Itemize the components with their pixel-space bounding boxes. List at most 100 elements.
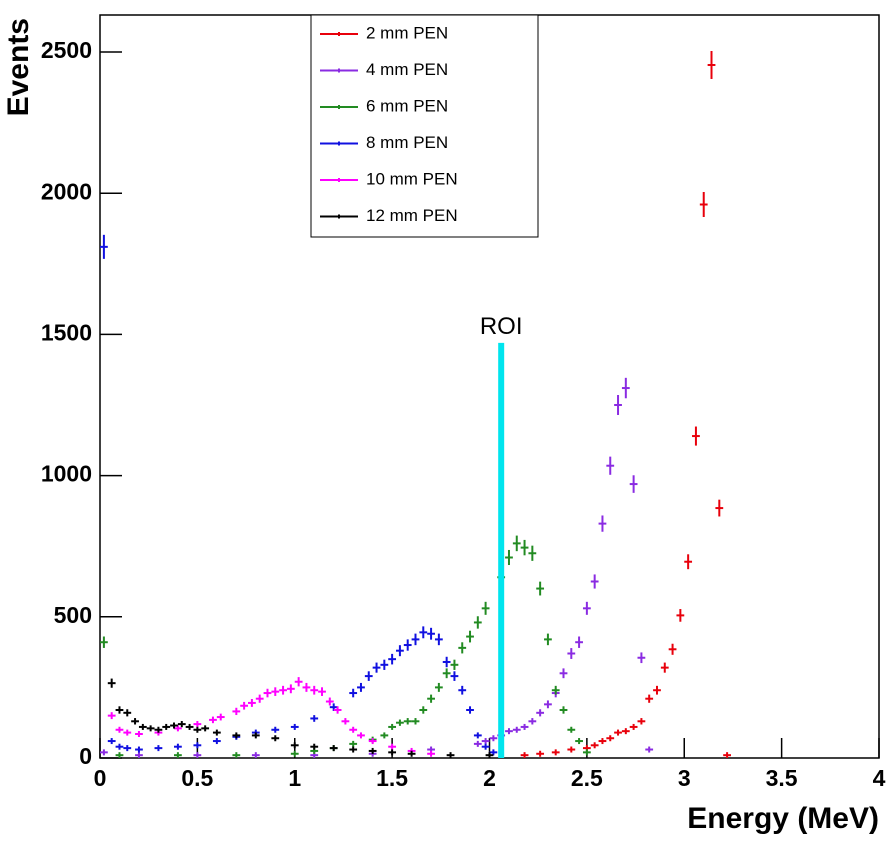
data-point bbox=[216, 713, 225, 721]
data-point bbox=[135, 730, 143, 737]
data-point bbox=[419, 706, 428, 714]
data-point bbox=[692, 426, 700, 446]
data-point bbox=[450, 659, 459, 670]
data-point bbox=[251, 732, 260, 739]
data-point bbox=[290, 742, 299, 749]
data-point bbox=[368, 738, 377, 745]
data-point bbox=[329, 745, 338, 752]
data-point bbox=[248, 698, 256, 707]
data-point bbox=[621, 728, 630, 735]
data-point bbox=[582, 601, 591, 615]
data-point bbox=[290, 750, 299, 757]
data-point bbox=[325, 697, 334, 706]
x-axis-title: Energy (MeV) bbox=[687, 802, 879, 835]
data-point bbox=[407, 750, 416, 757]
data-point bbox=[645, 694, 654, 703]
data-point bbox=[707, 50, 716, 79]
data-point bbox=[458, 642, 467, 654]
data-point bbox=[512, 726, 521, 733]
x-tick-label: 2.5 bbox=[571, 765, 603, 791]
data-point bbox=[232, 752, 241, 758]
data-point bbox=[676, 609, 685, 622]
data-point bbox=[528, 718, 537, 725]
data-point bbox=[193, 726, 202, 733]
data-point bbox=[364, 671, 373, 681]
data-point bbox=[481, 743, 490, 750]
data-point bbox=[434, 682, 443, 692]
legend-label: 10 mm PEN bbox=[366, 169, 458, 188]
data-point bbox=[115, 752, 124, 758]
data-point bbox=[107, 712, 116, 720]
x-tick-label: 4 bbox=[873, 765, 886, 791]
data-point bbox=[473, 732, 482, 739]
data-point bbox=[177, 721, 186, 728]
data-point bbox=[629, 475, 638, 493]
data-point bbox=[411, 633, 420, 646]
data-point bbox=[310, 685, 319, 695]
data-point bbox=[645, 746, 654, 753]
data-point bbox=[107, 678, 116, 688]
data-point bbox=[544, 700, 552, 709]
legend-label: 2 mm PEN bbox=[366, 23, 448, 42]
data-point bbox=[590, 574, 599, 589]
data-point bbox=[458, 685, 467, 695]
data-point bbox=[357, 732, 365, 739]
data-point bbox=[434, 633, 443, 646]
data-point bbox=[481, 601, 490, 615]
data-point bbox=[240, 701, 249, 710]
data-point bbox=[100, 234, 108, 259]
data-point bbox=[396, 719, 404, 726]
data-point bbox=[341, 718, 350, 725]
data-point bbox=[582, 749, 591, 756]
x-tick-label: 1.5 bbox=[376, 765, 408, 791]
roi-label: ROI bbox=[480, 313, 523, 340]
data-point bbox=[551, 685, 560, 695]
y-tick-label: 0 bbox=[79, 743, 92, 769]
data-point bbox=[135, 752, 143, 758]
data-point bbox=[357, 682, 365, 692]
data-point bbox=[107, 738, 116, 745]
data-point bbox=[715, 499, 724, 517]
data-point bbox=[653, 685, 661, 695]
legend-label: 4 mm PEN bbox=[366, 60, 448, 79]
data-point bbox=[154, 745, 163, 752]
data-point bbox=[251, 752, 260, 758]
data-point bbox=[174, 743, 182, 750]
data-point bbox=[135, 746, 143, 753]
data-point bbox=[403, 639, 412, 651]
y-axis-title: Events bbox=[2, 18, 35, 116]
y-tick-label: 1000 bbox=[41, 461, 92, 487]
data-point bbox=[349, 746, 358, 753]
data-point bbox=[396, 645, 404, 657]
x-tick-label: 3.5 bbox=[766, 765, 798, 791]
data-point bbox=[536, 709, 545, 717]
data-point bbox=[419, 626, 428, 639]
data-point bbox=[723, 752, 731, 758]
data-point bbox=[450, 671, 459, 681]
data-point bbox=[333, 706, 342, 714]
data-point bbox=[403, 718, 412, 725]
data-point bbox=[528, 545, 537, 561]
data-point bbox=[279, 685, 287, 695]
data-point bbox=[349, 688, 358, 698]
data-point bbox=[512, 535, 521, 552]
data-point bbox=[263, 688, 272, 698]
data-point bbox=[154, 726, 163, 733]
data-point bbox=[536, 750, 545, 757]
data-point bbox=[115, 743, 124, 750]
data-point bbox=[481, 738, 490, 745]
data-point bbox=[271, 735, 280, 742]
data-point bbox=[290, 723, 299, 730]
data-point bbox=[598, 738, 607, 745]
data-point bbox=[614, 395, 622, 415]
data-point bbox=[310, 715, 319, 722]
data-point bbox=[201, 725, 210, 732]
data-point bbox=[212, 729, 221, 736]
data-point bbox=[193, 752, 202, 758]
data-point bbox=[629, 723, 638, 730]
data-point bbox=[174, 752, 182, 758]
data-point bbox=[536, 581, 545, 596]
data-point bbox=[212, 738, 221, 745]
data-point bbox=[115, 706, 124, 714]
